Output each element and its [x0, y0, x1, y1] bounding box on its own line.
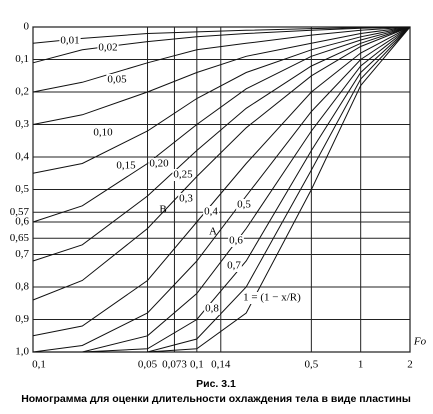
- curve-label: 0,05: [107, 74, 127, 86]
- curve: [32, 26, 411, 223]
- annotation: B: [159, 204, 166, 216]
- y-tick-label: 0,6: [15, 216, 29, 228]
- y-tick-label: 0,1: [15, 53, 29, 65]
- curve-label: 0,8: [205, 303, 219, 315]
- chart-title: Рис. 3.1: [196, 378, 236, 390]
- curve: [32, 26, 411, 93]
- annotation: A: [209, 226, 217, 238]
- y-tick-label: 1,0: [15, 346, 29, 358]
- curve: [33, 26, 411, 353]
- y-tick-label: 0: [24, 21, 30, 33]
- label-bg: [106, 74, 128, 86]
- curve: [32, 26, 411, 64]
- y-tick-label: 0,3: [15, 118, 29, 130]
- x-tick-label: 2: [407, 359, 413, 371]
- label-bg: [204, 303, 220, 315]
- curve-label: 0,02: [98, 42, 117, 54]
- x-axis-label: Fo: [413, 336, 427, 348]
- y-tick-label: 0,7: [15, 248, 29, 260]
- curve-label: 0,20: [149, 158, 169, 170]
- x-tick-label: 0,14: [211, 359, 231, 371]
- x-tick-label: 0,1: [190, 359, 204, 371]
- curve: [33, 26, 411, 353]
- curve-label: 0,7: [227, 260, 241, 272]
- label-bg: [148, 158, 170, 170]
- curve-label: 0,3: [179, 193, 193, 205]
- y-tick-label: 0,57: [10, 206, 30, 218]
- curve: [32, 26, 411, 337]
- y-tick-label: 0,4: [15, 151, 29, 163]
- curve: [32, 26, 411, 301]
- curve-label: 0,5: [237, 199, 251, 211]
- x-tick-label: 0,073: [162, 359, 187, 371]
- label-bg: [59, 35, 81, 47]
- curve: [32, 26, 411, 125]
- curve: [32, 26, 411, 174]
- curve-label: 0,01: [60, 35, 79, 47]
- curve-label: 0,25: [173, 169, 193, 181]
- curve-label: 0,15: [116, 160, 136, 172]
- label-bg: [242, 292, 302, 304]
- label-bg: [172, 169, 194, 181]
- label-bg: [228, 235, 244, 247]
- label-bg: [97, 42, 119, 54]
- label-bg: [92, 127, 114, 139]
- label-bg: [203, 206, 219, 218]
- x-tick-label: 0,5: [304, 359, 318, 371]
- x-tick-label: 1: [358, 359, 364, 371]
- y-tick-label: 0,8: [15, 281, 29, 293]
- curve: [32, 26, 411, 262]
- label-bg: [115, 160, 137, 172]
- y-tick-label: 0,9: [15, 313, 29, 325]
- curve-label: 0,4: [204, 206, 218, 218]
- label-bg: [178, 193, 194, 205]
- label-bg: [236, 199, 252, 211]
- x-tick-label: 0,05: [138, 359, 158, 371]
- chart-subtitle: Номограмма для оценки длительности охлаж…: [21, 393, 411, 405]
- curve: [32, 26, 411, 44]
- y-tick-label: 0,65: [10, 232, 30, 244]
- curve-label: 0,6: [229, 235, 243, 247]
- y-tick-label: 0,2: [15, 86, 29, 98]
- curve-label: 1 = (1 − x/R): [243, 292, 301, 304]
- curve: [32, 26, 411, 353]
- y-tick-label: 0,5: [15, 183, 29, 195]
- x-tick-label: 0,1: [32, 359, 46, 371]
- curve: [33, 26, 411, 353]
- label-bg: [226, 260, 242, 272]
- curve-label: 0,10: [93, 127, 113, 139]
